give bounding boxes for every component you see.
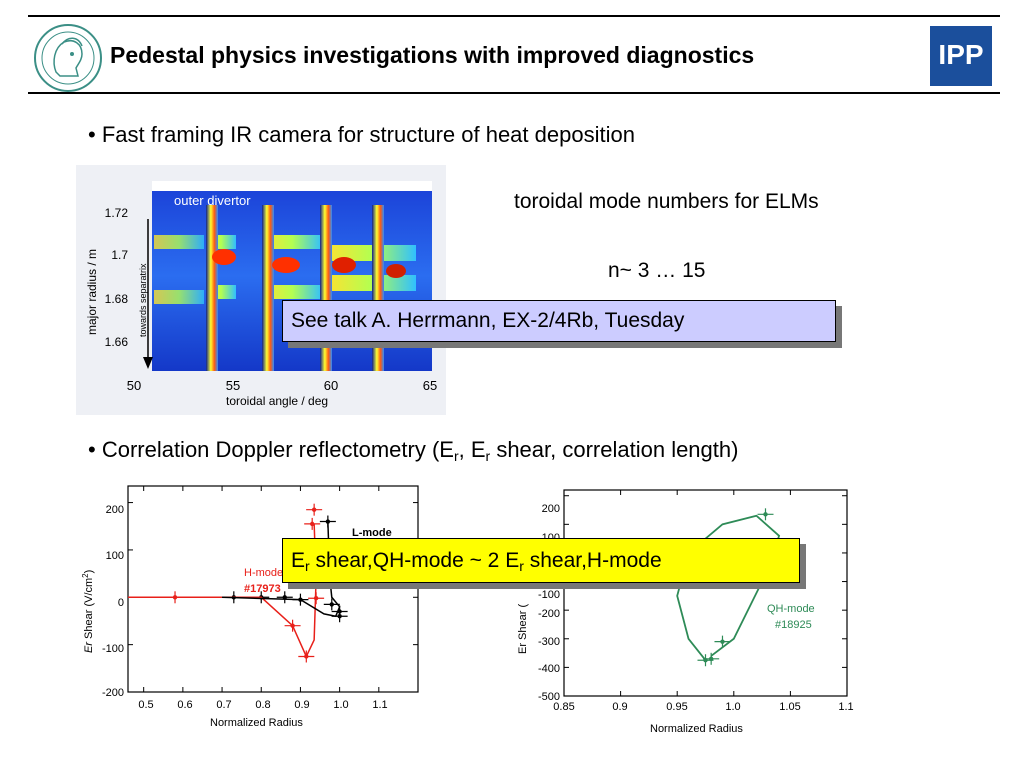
bullet-ir-camera: • Fast framing IR camera for structure o… bbox=[88, 122, 635, 147]
x-axis-label: toroidal angle / deg bbox=[226, 394, 328, 408]
x-tick-label: 1.1 bbox=[372, 699, 387, 711]
y-tick-label: 1.66 bbox=[105, 335, 129, 349]
data-point bbox=[311, 507, 317, 512]
y-tick-labels: 200 100 0 -100 -200 -300 -400 -500 bbox=[538, 503, 560, 703]
mode-range-note: n~ 3 … 15 bbox=[608, 259, 706, 282]
talk-callout: See talk A. Herrmann, EX-2/4Rb, Tuesday bbox=[282, 300, 836, 342]
x-tick-label: 0.7 bbox=[216, 699, 231, 711]
x-tick-label: 1.0 bbox=[725, 701, 740, 713]
legend-h-mode-shot: #17973 bbox=[244, 583, 281, 595]
y-tick-label: -500 bbox=[538, 691, 560, 703]
x-tick-labels: 50 55 60 65 bbox=[127, 378, 437, 393]
legend-qh-mode: QH-mode bbox=[767, 603, 815, 615]
x-tick-label: 0.85 bbox=[553, 701, 574, 713]
y-tick-label: 1.7 bbox=[111, 248, 128, 262]
heatmap-image bbox=[152, 181, 432, 371]
x-tick-labels: 0.85 0.9 0.95 1.0 1.05 1.1 bbox=[553, 701, 853, 713]
x-axis-label: Normalized Radius bbox=[650, 723, 743, 735]
data-point bbox=[329, 602, 334, 607]
y-tick-labels: 200 100 0 -100 -200 bbox=[102, 504, 124, 699]
x-tick-label: 1.05 bbox=[779, 701, 800, 713]
axis-ticks bbox=[128, 486, 418, 693]
x-axis-label: Normalized Radius bbox=[210, 717, 303, 729]
mpg-minerva-logo bbox=[34, 24, 102, 92]
y-tick-label: -200 bbox=[538, 608, 560, 620]
ir-heatmap-chart: outer divertor towards separatrix 1.72 1… bbox=[76, 165, 446, 415]
data-point bbox=[763, 512, 768, 517]
y-tick-label: -400 bbox=[538, 663, 560, 675]
x-tick-label: 0.8 bbox=[255, 699, 270, 711]
x-tick-labels: 0.5 0.6 0.7 0.8 0.9 1.0 1.1 bbox=[138, 699, 387, 711]
x-tick-label: 0.9 bbox=[294, 699, 309, 711]
data-point bbox=[309, 521, 315, 527]
y-tick-label: -200 bbox=[102, 687, 124, 699]
x-tick-label: 1.1 bbox=[838, 701, 853, 713]
y-tick-labels: 1.72 1.7 1.68 1.66 bbox=[105, 206, 129, 349]
x-tick-label: 0.5 bbox=[138, 699, 153, 711]
x-tick-label: 60 bbox=[324, 378, 338, 393]
h-mode-profile-line bbox=[128, 523, 317, 659]
x-tick-label: 50 bbox=[127, 378, 141, 393]
page-title: Pedestal physics investigations with imp… bbox=[110, 42, 755, 68]
x-tick-label: 1.0 bbox=[333, 699, 348, 711]
data-point bbox=[282, 595, 287, 600]
y-tick-label: 200 bbox=[542, 503, 560, 515]
y-tick-label: -100 bbox=[538, 589, 560, 601]
svg-text:IPP: IPP bbox=[938, 39, 983, 70]
qh-mode-profile-line bbox=[676, 514, 781, 661]
towards-separatrix-arrow: towards separatrix bbox=[138, 219, 153, 369]
y-axis-label: major radius / m bbox=[85, 249, 99, 335]
x-tick-label: 0.9 bbox=[612, 701, 627, 713]
x-tick-label: 0.95 bbox=[666, 701, 687, 713]
legend-qh-mode-shot: #18925 bbox=[775, 619, 812, 631]
x-tick-label: 55 bbox=[226, 378, 240, 393]
data-point bbox=[720, 639, 725, 644]
toroidal-mode-note: toroidal mode numbers for ELMs bbox=[514, 190, 819, 213]
y-tick-label: 1.68 bbox=[105, 292, 129, 306]
y-tick-label: 0 bbox=[118, 597, 124, 609]
y-tick-label: 200 bbox=[106, 504, 124, 516]
shear-comparison-callout: Er shear,QH-mode ~ 2 Er shear,H-mode bbox=[282, 538, 800, 583]
y-axis-label: Er Shear ( bbox=[517, 604, 529, 654]
data-point bbox=[325, 519, 331, 524]
y-tick-label: 100 bbox=[106, 550, 124, 562]
outer-divertor-label: outer divertor bbox=[174, 193, 251, 208]
legend-h-mode: H-mode bbox=[244, 567, 283, 579]
header-rule bbox=[28, 92, 1000, 94]
svg-text:towards separatrix: towards separatrix bbox=[138, 263, 148, 337]
top-rule bbox=[28, 15, 1000, 17]
y-tick-label: -100 bbox=[102, 643, 124, 655]
x-tick-label: 65 bbox=[423, 378, 437, 393]
qh-mode-shear-chart: 200 100 0 -100 -200 -300 -400 -500 0.85 … bbox=[517, 489, 854, 735]
y-tick-label: -300 bbox=[538, 636, 560, 648]
legend-l-mode: L-mode bbox=[352, 527, 392, 539]
h-mode-shear-chart: 200 100 0 -100 -200 0.5 0.6 0.7 0.8 0.9 … bbox=[81, 485, 419, 729]
y-tick-label: 1.72 bbox=[105, 206, 129, 220]
y-axis-label: Er Shear (V/cm2) bbox=[81, 570, 95, 653]
x-tick-label: 0.6 bbox=[177, 699, 192, 711]
bullet-reflectometry: • Correlation Doppler reflectometry (Er,… bbox=[88, 437, 739, 464]
ipp-logo: IPP bbox=[930, 26, 992, 86]
plot-frame bbox=[127, 485, 419, 693]
